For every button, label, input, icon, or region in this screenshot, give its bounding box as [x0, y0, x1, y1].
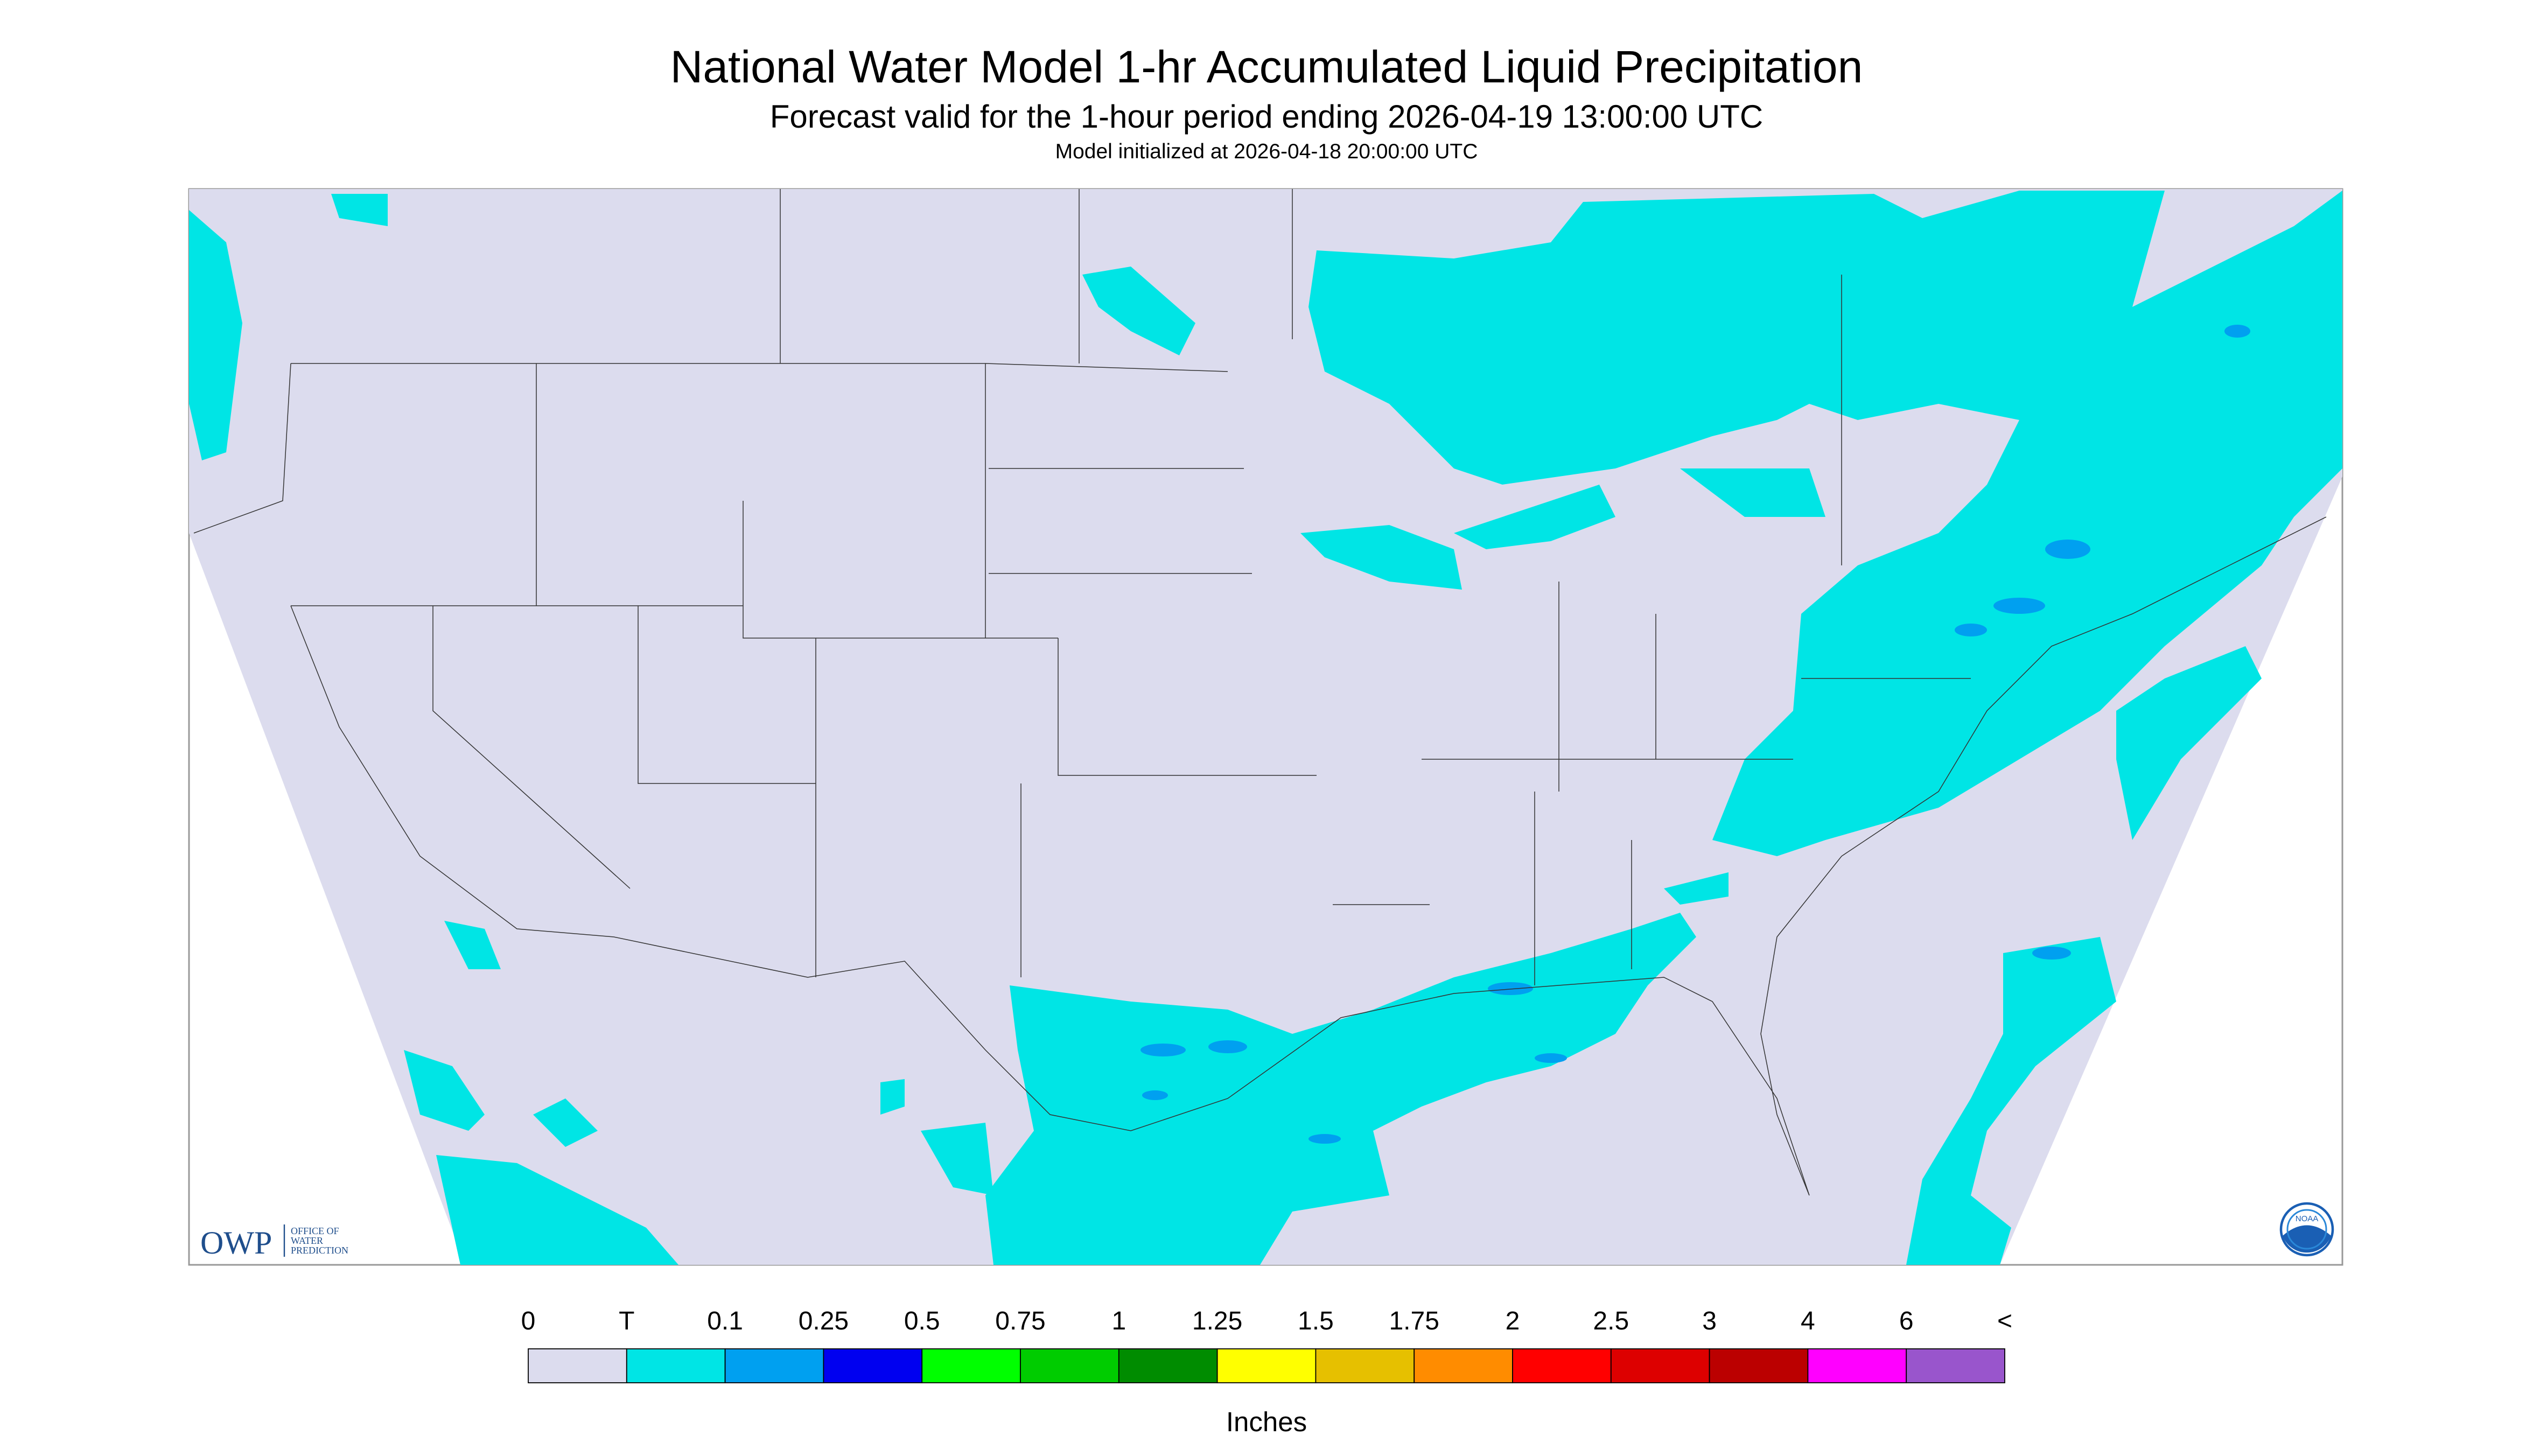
legend: 0 T 0.1 0.25 0.5 0.75 1 1.25 1.5 1.75 2 2.5 3 4 6 < — [521, 1307, 2012, 1383]
legend-swatch — [1414, 1348, 1513, 1383]
legend-swatch — [724, 1348, 824, 1383]
legend-swatch — [1512, 1348, 1612, 1383]
legend-label: 0.5 — [904, 1307, 940, 1335]
init-time: Model initialized at 2026-04-18 20:00:00… — [1055, 140, 1478, 163]
legend-swatch — [1118, 1348, 1218, 1383]
precip-light — [1140, 325, 2250, 1144]
legend-label: 0.1 — [707, 1307, 743, 1335]
noaa-text: NOAA — [2296, 1214, 2319, 1223]
legend-swatch — [1807, 1348, 1907, 1383]
legend-label: 1.75 — [1389, 1307, 1439, 1335]
legend-swatch — [1020, 1348, 1119, 1383]
owp-logo: OWP OFFICE OF WATER PREDICTION — [200, 1224, 348, 1261]
legend-label: 6 — [1899, 1307, 1914, 1335]
legend-swatch — [528, 1348, 627, 1383]
owp-office: PREDICTION — [291, 1245, 348, 1256]
legend-label: 3 — [1702, 1307, 1717, 1335]
legend-swatch — [1709, 1348, 1809, 1383]
precip-trace — [189, 191, 2342, 1265]
owp-text: OWP — [200, 1225, 272, 1261]
legend-swatch — [1906, 1348, 2005, 1383]
domain — [189, 189, 2342, 1265]
legend-swatch — [1216, 1348, 1317, 1383]
borders — [193, 189, 2327, 1196]
legend-swatch — [921, 1348, 1021, 1383]
owp-office: WATER — [291, 1235, 323, 1246]
legend-label: 1.25 — [1192, 1307, 1242, 1335]
legend-swatch — [1610, 1348, 1710, 1383]
legend-label: 1 — [1111, 1307, 1126, 1335]
map — [188, 188, 2343, 1266]
legend-swatch — [626, 1348, 726, 1383]
title: National Water Model 1-hr Accumulated Li… — [670, 41, 1863, 92]
legend-swatch — [1315, 1348, 1415, 1383]
legend-label: 0.25 — [799, 1307, 849, 1335]
legend-unit: Inches — [1226, 1406, 1307, 1437]
legend-label: 0 — [521, 1307, 536, 1335]
owp-office: OFFICE OF — [291, 1226, 339, 1236]
legend-label: 2 — [1506, 1307, 1520, 1335]
legend-label: < — [1997, 1307, 2012, 1335]
subtitle: Forecast valid for the 1-hour period end… — [770, 99, 1763, 135]
noaa-logo: NOAA — [2279, 1202, 2334, 1257]
legend-label: 1.5 — [1298, 1307, 1334, 1335]
legend-label: 4 — [1801, 1307, 1815, 1335]
legend-label: 0.75 — [995, 1307, 1045, 1335]
legend-label: T — [619, 1307, 634, 1335]
legend-swatch — [823, 1348, 923, 1383]
legend-label: 2.5 — [1593, 1307, 1629, 1335]
